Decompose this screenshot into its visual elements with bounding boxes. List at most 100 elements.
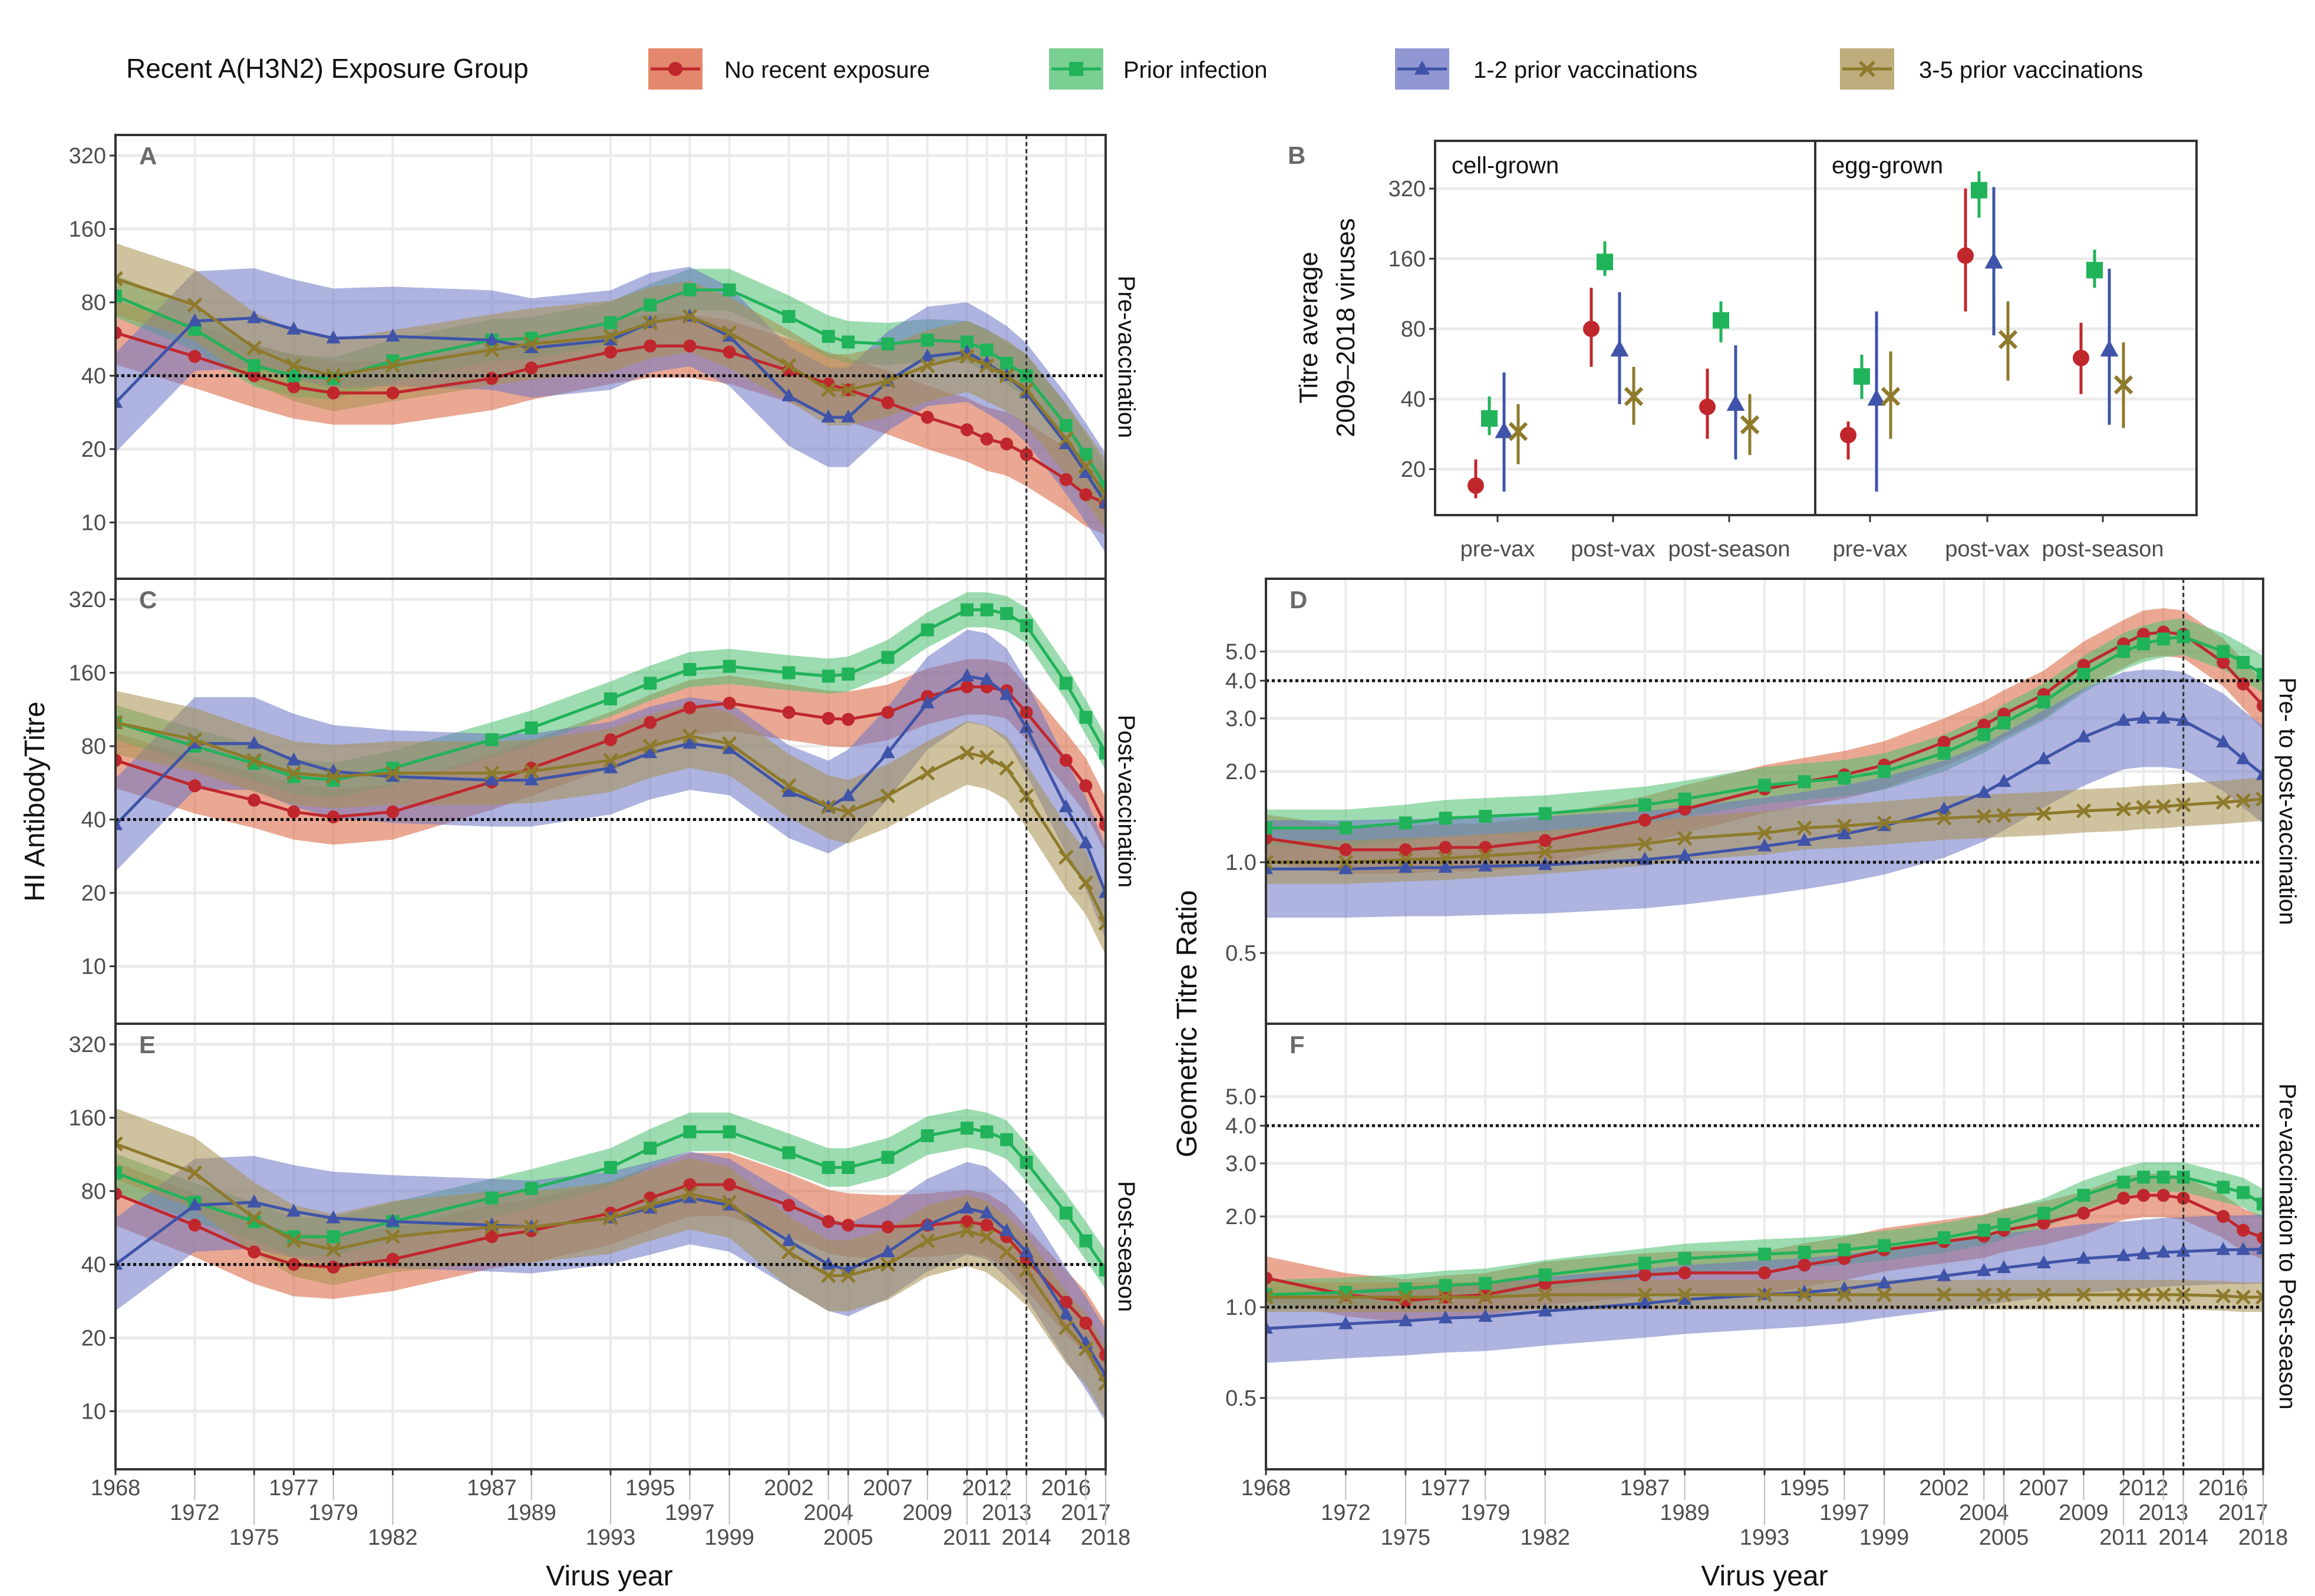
data-point-3-5-prior-vaccinations bbox=[1078, 1341, 1094, 1357]
data-point-1-2-prior-vaccinations bbox=[2136, 710, 2151, 724]
data-point-prior-infection bbox=[248, 359, 261, 372]
data-point-1-2-prior-vaccinations bbox=[385, 1214, 400, 1227]
data-point-prior-infection bbox=[1977, 1224, 1991, 1237]
data-point-prior-infection bbox=[2217, 1180, 2230, 1194]
data-point-3-5-prior-vaccinations bbox=[116, 1136, 123, 1152]
triangle-icon bbox=[1414, 60, 1430, 75]
data-point-no-recent-exposure bbox=[1439, 840, 1452, 854]
data-point-1-2-prior-vaccinations bbox=[2176, 713, 2191, 726]
panel-D: 0.5 1.0 2.0 3.0 4.0 5.0 D Pre- to post-vaccinat… bbox=[1225, 578, 2300, 1025]
data-point-prior-infection bbox=[1079, 711, 1093, 724]
data-point-1-2-prior-vaccinations bbox=[1610, 339, 1629, 357]
data-point-3-5-prior-vaccinations bbox=[1881, 387, 1901, 406]
data-point-no-recent-exposure bbox=[327, 810, 340, 824]
data-point-3-5-prior-vaccinations bbox=[2113, 375, 2133, 395]
x-tick-label: 1989 bbox=[506, 1501, 556, 1525]
data-point-1-2-prior-vaccinations bbox=[1098, 885, 1106, 898]
data-point-1-2-prior-vaccinations bbox=[722, 741, 737, 754]
data-point-1-2-prior-vaccinations bbox=[1338, 861, 1353, 875]
data-point-prior-infection bbox=[881, 337, 895, 351]
data-point-1-2-prior-vaccinations bbox=[1937, 1268, 1951, 1281]
data-point-1-2-prior-vaccinations bbox=[1478, 1308, 1493, 1322]
data-point-1-2-prior-vaccinations bbox=[1058, 799, 1073, 813]
facet-label: cell-grown bbox=[1452, 153, 1559, 179]
data-point-no-recent-exposure bbox=[2136, 1189, 2150, 1202]
data-point-no-recent-exposure bbox=[1266, 1271, 1272, 1285]
data-point-1-2-prior-vaccinations bbox=[1398, 859, 1413, 873]
data-point-no-recent-exposure bbox=[1079, 779, 1093, 793]
data-point-no-recent-exposure bbox=[881, 1220, 895, 1234]
data-point-prior-infection bbox=[485, 733, 499, 747]
data-point-no-recent-exposure bbox=[723, 345, 736, 359]
data-point-3-5-prior-vaccinations bbox=[2175, 797, 2191, 813]
series-group bbox=[1266, 1162, 2263, 1363]
y-tick-label: 320 bbox=[1389, 177, 1426, 202]
data-point-no-recent-exposure bbox=[822, 1215, 835, 1228]
data-point-no-recent-exposure bbox=[386, 1252, 400, 1266]
data-point-prior-infection bbox=[1479, 810, 1492, 823]
data-point-prior-infection bbox=[822, 1160, 835, 1174]
data-point-1-2-prior-vaccinations bbox=[1996, 774, 2011, 787]
data-point-3-5-prior-vaccinations bbox=[2156, 1287, 2171, 1302]
y-tick-label: 2.0 bbox=[1225, 760, 1257, 784]
data-point-3-5-prior-vaccinations bbox=[781, 358, 797, 374]
data-point-1-2-prior-vaccinations bbox=[1837, 826, 1852, 840]
data-point-no-recent-exposure bbox=[525, 361, 538, 375]
data-point-no-recent-exposure bbox=[116, 326, 122, 339]
data-point-3-5-prior-vaccinations bbox=[2156, 799, 2171, 815]
data-point-1-2-prior-vaccinations bbox=[484, 332, 499, 345]
data-point-prior-infection bbox=[604, 1160, 617, 1174]
data-point-prior-infection bbox=[1099, 746, 1106, 760]
y-tick-label: 20 bbox=[81, 881, 106, 906]
data-point-no-recent-exposure bbox=[1059, 473, 1073, 486]
series-line-3-5-prior-vaccinations bbox=[1266, 1293, 2263, 1299]
data-point-3-5-prior-vaccinations bbox=[1936, 1287, 1952, 1302]
data-point-3-5-prior-vaccinations bbox=[1098, 1376, 1106, 1391]
left-x-axis-label: Virus year bbox=[546, 1561, 672, 1592]
y-tick-label: 5.0 bbox=[1225, 639, 1257, 664]
data-point-no-recent-exposure bbox=[644, 339, 657, 352]
data-point-3-5-prior-vaccinations bbox=[1996, 1287, 2011, 1302]
data-point-no-recent-exposure bbox=[644, 715, 657, 729]
data-point-3-5-prior-vaccinations bbox=[286, 1233, 302, 1249]
data-point-prior-infection bbox=[921, 334, 934, 347]
y-tick-label: 0.5 bbox=[1225, 1386, 1257, 1411]
data-point-no-recent-exposure bbox=[1538, 834, 1552, 848]
data-point-3-5-prior-vaccinations bbox=[116, 715, 123, 730]
data-point-no-recent-exposure bbox=[683, 701, 697, 714]
data-point-prior-infection bbox=[1059, 1206, 1073, 1220]
x-tick-label: pre-vax bbox=[1460, 537, 1535, 562]
data-point-prior-infection bbox=[2257, 1197, 2263, 1211]
data-point-3-5-prior-vaccinations bbox=[979, 1229, 995, 1245]
data-point-no-recent-exposure bbox=[2077, 1206, 2090, 1220]
x-tick-label: 2009 bbox=[2059, 1501, 2109, 1525]
legend-keys bbox=[648, 48, 1894, 90]
data-point-prior-infection bbox=[1937, 1231, 1951, 1245]
y-tick-label: 20 bbox=[81, 437, 106, 462]
data-point-prior-infection bbox=[782, 309, 796, 323]
data-point-3-5-prior-vaccinations bbox=[682, 1186, 698, 1202]
data-point-3-5-prior-vaccinations bbox=[385, 766, 401, 781]
data-point-1-2-prior-vaccinations bbox=[326, 1210, 341, 1224]
ci-ribbon-prior-infection bbox=[1266, 1162, 2263, 1310]
data-point-1-2-prior-vaccinations bbox=[1977, 784, 1991, 798]
x-tick-label: 2004 bbox=[1959, 1501, 2009, 1525]
data-point-1-2-prior-vaccinations bbox=[920, 695, 935, 708]
data-point-3-5-prior-vaccinations bbox=[959, 745, 975, 761]
data-point-prior-infection bbox=[960, 603, 974, 616]
x-tick-label: 1987 bbox=[467, 1476, 517, 1501]
data-point-1-2-prior-vaccinations bbox=[999, 1223, 1014, 1236]
data-point-3-5-prior-vaccinations bbox=[1058, 431, 1074, 447]
data-point-prior-infection bbox=[1538, 807, 1552, 820]
data-point-no-recent-exposure bbox=[1937, 736, 1951, 749]
data-point-3-5-prior-vaccinations bbox=[880, 788, 896, 804]
data-point-3-5-prior-vaccinations bbox=[1266, 855, 1274, 870]
data-point-3-5-prior-vaccinations bbox=[2136, 800, 2151, 815]
legend-title: Recent A(H3N2) Exposure Group bbox=[126, 53, 529, 84]
data-point-prior-infection bbox=[2136, 1170, 2150, 1184]
data-point-no-recent-exposure bbox=[248, 793, 261, 807]
data-point-prior-infection bbox=[782, 666, 796, 680]
data-point-1-2-prior-vaccinations bbox=[603, 760, 618, 774]
data-point-no-recent-exposure bbox=[116, 753, 122, 767]
